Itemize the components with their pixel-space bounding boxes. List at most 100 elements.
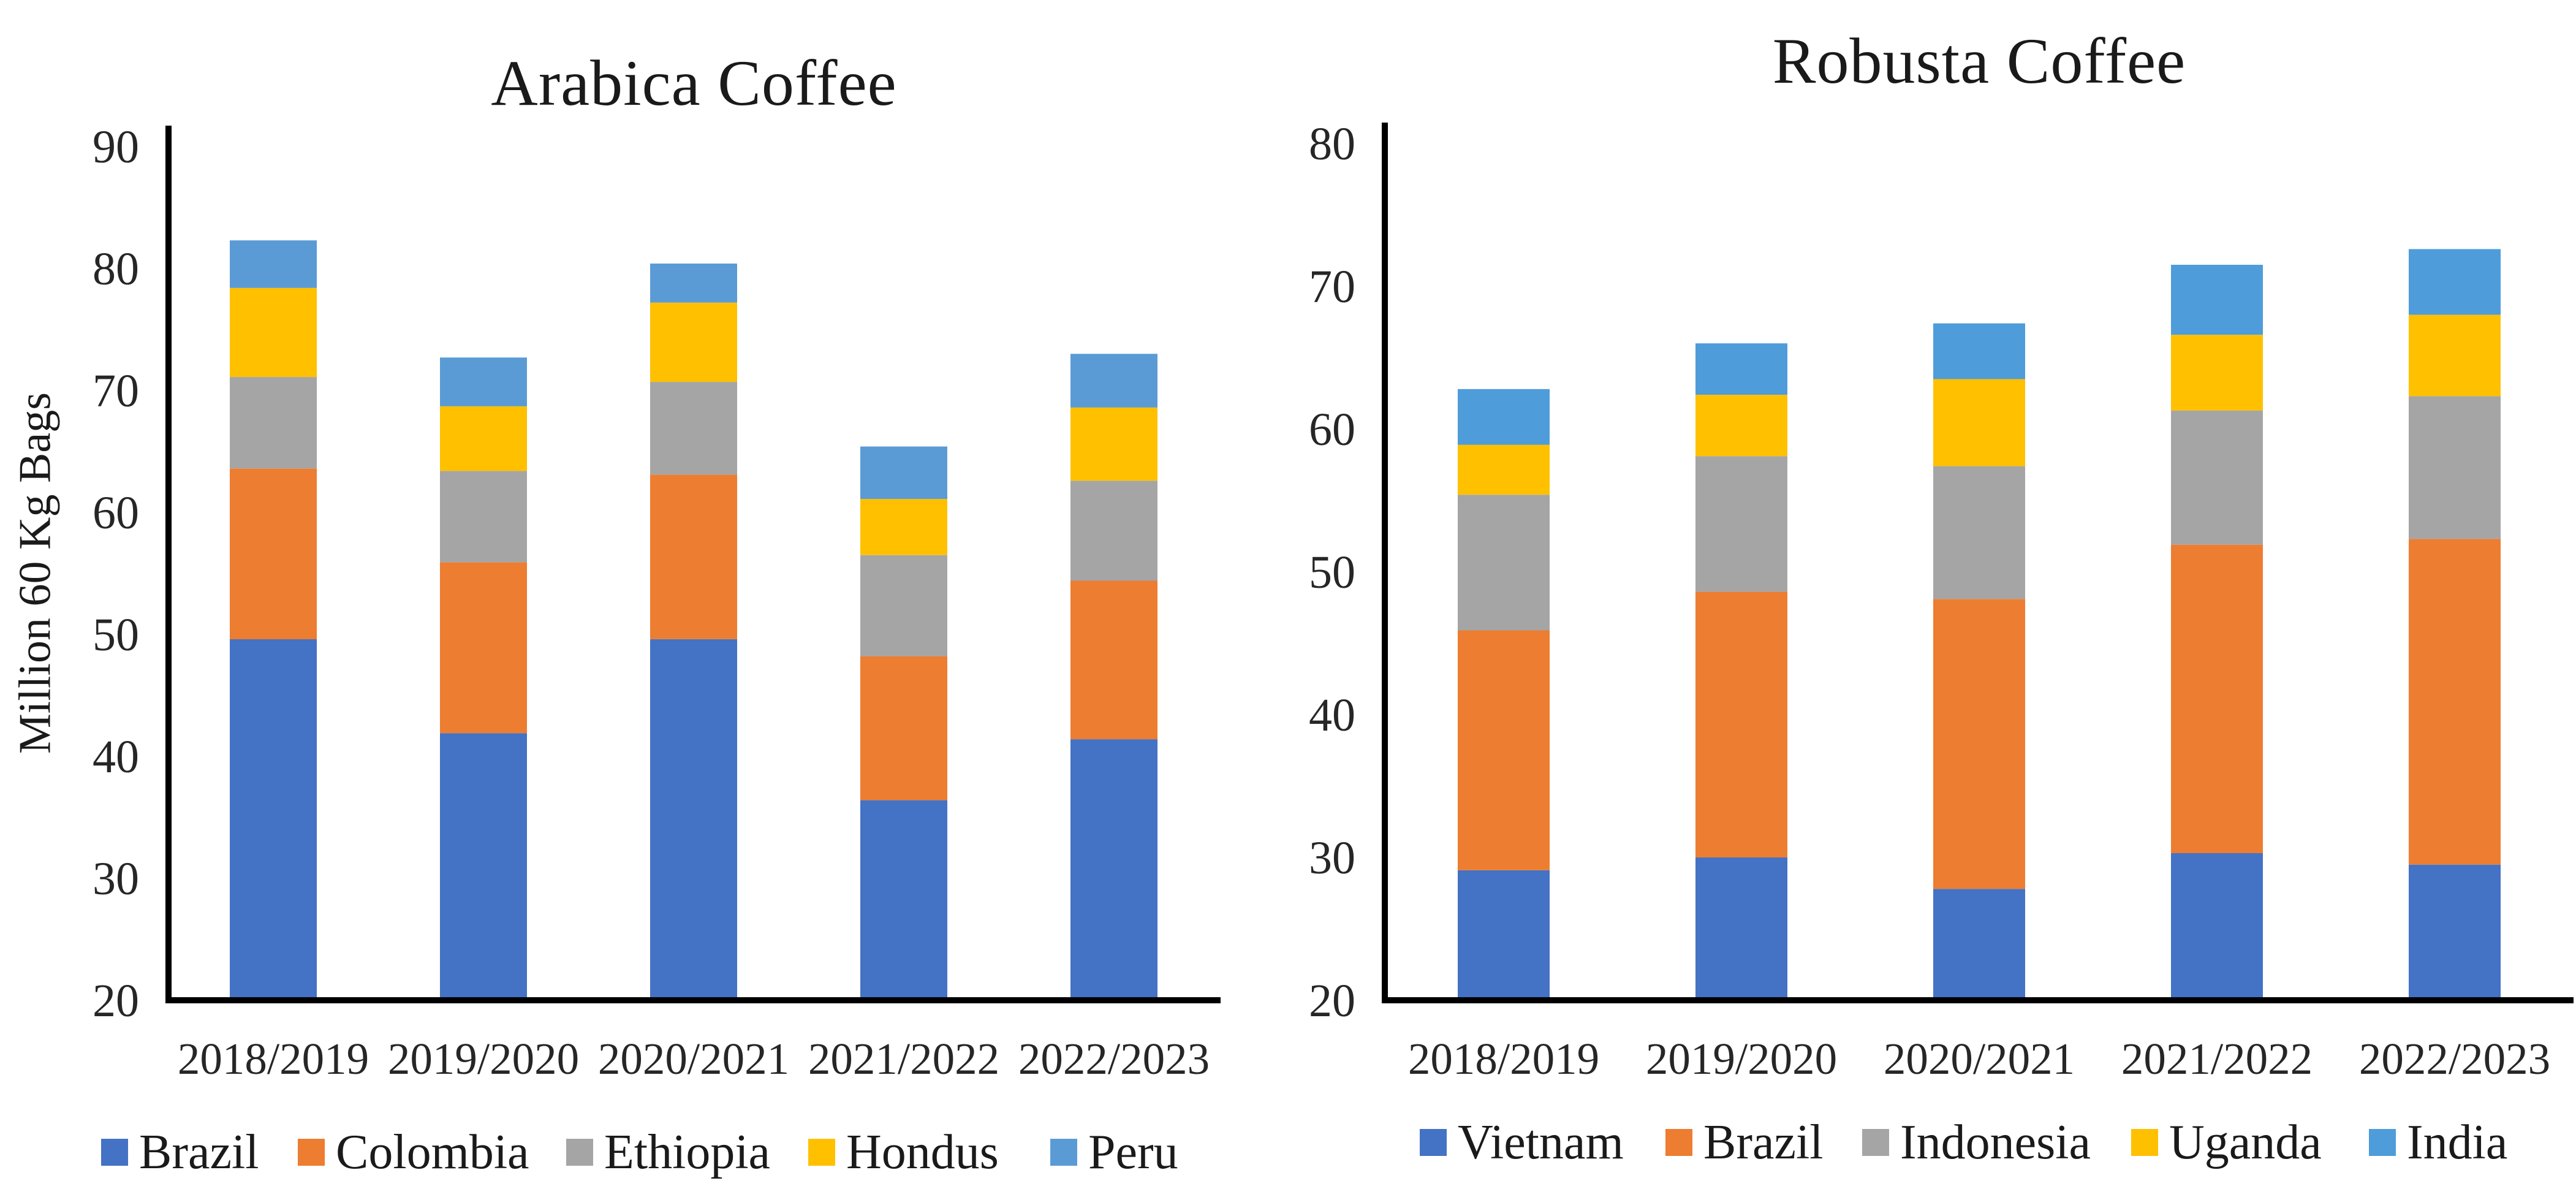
legend-swatch-brazil (1665, 1129, 1692, 1156)
legend-label: Uganda (2169, 1115, 2322, 1169)
bar-segment (1070, 407, 1157, 481)
x-tick-label: 2019/2020 (1646, 1034, 1837, 1084)
bar-segment (1070, 354, 1157, 408)
legend-label: Hondus (846, 1125, 999, 1179)
legend-label: India (2407, 1115, 2508, 1169)
legend-item-vietnam: Vietnam (1420, 1118, 1624, 1167)
bar-segment (860, 800, 947, 1000)
bar-segment (440, 733, 527, 1000)
arabica-chart-title: Arabica Coffee (491, 47, 897, 119)
y-tick-label: 60 (1309, 404, 1355, 455)
legend-swatch-ethiopia (566, 1139, 593, 1166)
legend-swatch-vietnam (1420, 1129, 1447, 1156)
legend-swatch-peru (1050, 1139, 1077, 1166)
legend-item-hondus: Hondus (808, 1128, 999, 1177)
y-tick-label: 40 (93, 731, 139, 783)
bar-segment (440, 562, 527, 734)
bar-segment (440, 471, 527, 563)
x-tick-label: 2022/2023 (1018, 1034, 1210, 1084)
y-tick-label: 20 (1309, 975, 1355, 1027)
legend-item-uganda: Uganda (2131, 1118, 2322, 1167)
legend-item-brazil: Brazil (1665, 1118, 1823, 1167)
bar-segment (1695, 343, 1787, 395)
bar-segment (860, 555, 947, 656)
x-tick-label: 2019/2020 (388, 1034, 579, 1084)
x-tick-label: 2021/2022 (2121, 1034, 2313, 1084)
bar-segment (2171, 853, 2263, 1000)
legend-label: Brazil (1703, 1115, 1824, 1169)
y-tick-label: 50 (1309, 547, 1355, 598)
y-tick-label: 40 (1309, 690, 1355, 741)
bar-segment (1695, 591, 1787, 857)
bar-segment (650, 382, 737, 475)
bar-segment (2409, 249, 2501, 315)
bar-segment (860, 499, 947, 555)
bar-segment (2409, 396, 2501, 539)
legend-label: Indonesia (1900, 1115, 2091, 1169)
bar-segment (1458, 495, 1550, 631)
bar-segment (650, 264, 737, 303)
legend-label: Vietnam (1458, 1115, 1624, 1169)
legend-item-indonesia: Indonesia (1862, 1118, 2091, 1167)
bar-segment (1458, 444, 1550, 495)
bar-segment (860, 446, 947, 500)
bar-segment (1458, 389, 1550, 445)
bar-segment (230, 468, 317, 639)
bar-segment (2171, 544, 2263, 853)
bar-segment (1933, 379, 2025, 466)
legend-label: Peru (1088, 1125, 1178, 1179)
bar-segment (230, 639, 317, 1000)
bar-segment (1933, 466, 2025, 599)
legend-swatch-uganda (2131, 1129, 2158, 1156)
axis-line (165, 126, 1221, 1003)
bar-segment (2171, 410, 2263, 545)
bar-segment (1933, 323, 2025, 379)
bar-segment (860, 656, 947, 800)
bar-segment (650, 302, 737, 382)
bar-segment (650, 639, 737, 1000)
robusta-chart-title: Robusta Coffee (1772, 25, 2186, 97)
bar-segment (1070, 481, 1157, 581)
bar-segment (2171, 335, 2263, 411)
y-tick-label: 50 (93, 609, 139, 661)
y-tick-label: 80 (1309, 118, 1355, 170)
bar-segment (1458, 630, 1550, 870)
y-tick-label: 70 (93, 365, 139, 417)
legend-swatch-indonesia (1862, 1129, 1889, 1156)
x-tick-label: 2020/2021 (598, 1034, 789, 1084)
bar-segment (1070, 739, 1157, 1000)
axis-line (1382, 123, 2574, 1003)
bar-segment (1070, 580, 1157, 740)
y-tick-label: 20 (93, 975, 139, 1027)
bar-segment (1695, 456, 1787, 592)
bar-segment (2409, 539, 2501, 865)
legend-swatch-india (2369, 1129, 2396, 1156)
legend-item-colombia: Colombia (298, 1128, 529, 1177)
legend-swatch-hondus (808, 1139, 835, 1166)
legend-swatch-brazil (101, 1139, 128, 1166)
bar-segment (440, 357, 527, 406)
y-tick-label: 80 (93, 243, 139, 295)
x-tick-label: 2020/2021 (1884, 1034, 2075, 1084)
y-tick-label: 90 (93, 121, 139, 173)
bar-segment (1695, 395, 1787, 457)
bar-segment (650, 474, 737, 639)
bar-segment (2171, 265, 2263, 335)
legend-item-peru: Peru (1050, 1128, 1178, 1177)
bar-segment (2409, 314, 2501, 397)
bar-segment (2409, 864, 2501, 1000)
legend-item-india: India (2369, 1118, 2507, 1167)
legend-swatch-colombia (298, 1139, 325, 1166)
bar-segment (1695, 857, 1787, 1000)
legend-label: Brazil (139, 1125, 259, 1179)
legend-label: Colombia (336, 1125, 529, 1179)
x-tick-label: 2018/2019 (178, 1034, 369, 1084)
x-tick-label: 2022/2023 (2359, 1034, 2550, 1084)
legend-label: Ethiopia (604, 1125, 771, 1179)
x-tick-label: 2021/2022 (808, 1034, 999, 1084)
y-tick-label: 30 (93, 853, 139, 905)
bar-segment (230, 377, 317, 469)
bar-segment (1458, 870, 1550, 1000)
